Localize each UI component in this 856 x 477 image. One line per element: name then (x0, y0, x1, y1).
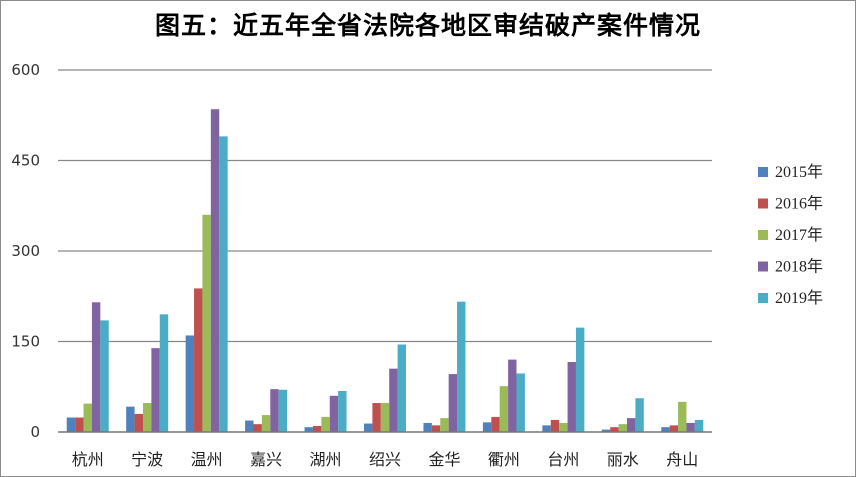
legend-label: 2015年 (775, 163, 823, 181)
y-axis-ticks: 0 150 300 450 600 (11, 61, 40, 441)
bar (253, 424, 262, 432)
bar (686, 422, 695, 432)
bar (329, 395, 339, 432)
bar (245, 420, 254, 432)
bar (678, 401, 687, 432)
bar (482, 422, 492, 432)
bar (83, 403, 92, 432)
x-tick-label: 衢州 (488, 450, 520, 469)
bar (635, 398, 644, 432)
bar (575, 327, 585, 432)
bar (210, 109, 220, 432)
bar (338, 390, 347, 432)
bar (261, 415, 271, 432)
x-tick-label: 金华 (428, 450, 460, 469)
bar (559, 422, 568, 432)
bar (669, 425, 679, 432)
y-tick-label: 150 (11, 333, 40, 351)
legend-swatch (758, 293, 768, 303)
x-tick-label: 湖州 (310, 450, 342, 469)
bar (278, 389, 288, 432)
bar (75, 417, 84, 432)
chart-title: 图五：近五年全省法院各地区审结破产案件情况 (154, 11, 701, 40)
bar (151, 348, 160, 432)
legend: 2015年 2016年 2017年 2018年 2019年 (758, 163, 823, 307)
legend-label: 2019年 (775, 289, 823, 307)
bar (491, 416, 500, 432)
bar (627, 418, 636, 432)
bar (601, 429, 611, 432)
legend-label: 2017年 (775, 226, 823, 244)
legend-swatch (758, 230, 768, 240)
bar (567, 362, 576, 432)
bar (448, 374, 458, 432)
y-tick-label: 0 (30, 423, 40, 441)
x-tick-label: 宁波 (131, 450, 163, 469)
gridlines (58, 69, 712, 343)
y-tick-label: 300 (11, 242, 40, 260)
bar (661, 427, 670, 432)
y-tick-label: 600 (11, 61, 40, 79)
bar (185, 335, 195, 432)
bar (372, 403, 381, 432)
x-tick-label: 温州 (191, 450, 223, 469)
bar (397, 344, 406, 432)
legend-label: 2016年 (775, 195, 823, 213)
bar (380, 403, 390, 432)
bar (142, 403, 152, 432)
bar (270, 389, 279, 432)
bar (423, 422, 432, 432)
bars (66, 109, 704, 432)
bar (321, 416, 330, 432)
bar (542, 425, 551, 432)
bar (694, 419, 704, 432)
bar (134, 413, 143, 432)
bar (219, 136, 228, 432)
x-tick-label: 嘉兴 (250, 450, 282, 469)
bar (508, 359, 517, 432)
bar (194, 288, 203, 432)
bar (100, 320, 109, 432)
bar (550, 419, 560, 432)
bar (457, 301, 466, 432)
legend-swatch (758, 198, 768, 209)
bar (610, 427, 619, 432)
bar (618, 424, 628, 432)
legend-swatch (758, 167, 768, 177)
bar (91, 302, 101, 432)
bar (389, 368, 398, 432)
legend-label: 2018年 (775, 258, 823, 276)
x-tick-label: 舟山 (666, 450, 698, 469)
bar (202, 214, 211, 432)
bar (304, 427, 313, 432)
bar (126, 406, 135, 432)
bar (431, 425, 441, 432)
bar (312, 425, 322, 432)
legend-swatch (758, 261, 768, 272)
x-axis-ticks: 杭州 宁波 温州 嘉兴 湖州 绍兴 金华 衢州 台州 丽水 舟山 (72, 450, 699, 469)
x-tick-label: 丽水 (607, 450, 639, 469)
bar (159, 314, 169, 432)
x-tick-label: 台州 (547, 450, 579, 469)
bar (516, 373, 525, 432)
y-tick-label: 450 (11, 152, 40, 170)
x-tick-label: 绍兴 (369, 450, 401, 469)
bar (499, 386, 509, 432)
bar (440, 418, 449, 432)
x-tick-label: 杭州 (72, 450, 104, 469)
bar (66, 417, 76, 432)
bar (364, 423, 373, 432)
